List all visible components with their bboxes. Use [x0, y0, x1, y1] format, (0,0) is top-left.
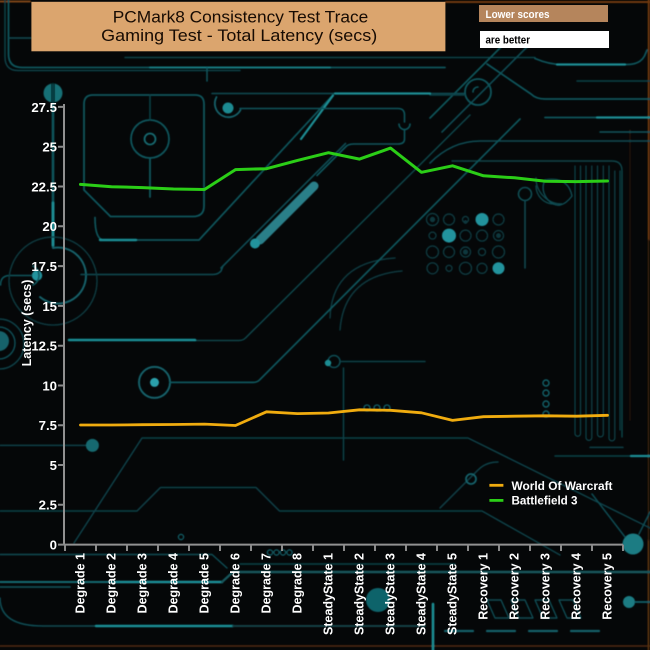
svg-text:Degrade 5: Degrade 5 [198, 553, 212, 613]
svg-text:SteadyState 4: SteadyState 4 [415, 553, 429, 635]
svg-text:20: 20 [42, 219, 57, 234]
svg-text:Degrade 6: Degrade 6 [229, 553, 243, 613]
svg-text:Degrade 8: Degrade 8 [291, 553, 305, 613]
svg-text:SteadyState 3: SteadyState 3 [384, 553, 398, 635]
svg-text:Degrade 4: Degrade 4 [167, 553, 181, 613]
svg-text:27.5: 27.5 [31, 100, 57, 115]
svg-text:Recovery 2: Recovery 2 [508, 553, 522, 620]
svg-text:World Of Warcraft: World Of Warcraft [512, 479, 613, 493]
svg-text:Recovery 5: Recovery 5 [601, 553, 615, 620]
svg-text:Degrade 3: Degrade 3 [136, 553, 150, 613]
svg-text:are better: are better [486, 35, 531, 47]
svg-text:Recovery 1: Recovery 1 [477, 553, 491, 620]
svg-text:5: 5 [50, 458, 57, 473]
svg-text:Latency (secs): Latency (secs) [20, 280, 34, 367]
svg-text:7.5: 7.5 [39, 418, 57, 433]
svg-text:Degrade 1: Degrade 1 [74, 553, 88, 613]
svg-text:0: 0 [50, 538, 57, 553]
svg-text:Lower scores: Lower scores [486, 9, 550, 21]
svg-text:SteadyState 2: SteadyState 2 [353, 553, 367, 635]
svg-text:10: 10 [42, 378, 57, 393]
svg-text:15: 15 [42, 299, 57, 314]
svg-text:2.5: 2.5 [39, 498, 57, 513]
svg-text:SteadyState 1: SteadyState 1 [322, 553, 336, 635]
svg-text:Degrade 2: Degrade 2 [105, 553, 119, 613]
svg-text:Recovery 3: Recovery 3 [539, 553, 553, 620]
svg-text:Gaming Test - Total Latency (: Gaming Test - Total Latency (secs) [101, 27, 377, 45]
svg-text:Degrade 7: Degrade 7 [260, 553, 274, 613]
svg-text:Recovery 4: Recovery 4 [570, 553, 584, 620]
svg-text:SteadyState 5: SteadyState 5 [446, 553, 460, 635]
svg-text:17.5: 17.5 [31, 259, 57, 274]
svg-text:PCMark8 Consistency Test Trace: PCMark8 Consistency Test Trace [113, 9, 369, 27]
svg-text:25: 25 [42, 140, 57, 155]
svg-text:Battlefield 3: Battlefield 3 [512, 494, 578, 508]
svg-text:22.5: 22.5 [31, 179, 57, 194]
svg-text:12.5: 12.5 [31, 339, 57, 354]
